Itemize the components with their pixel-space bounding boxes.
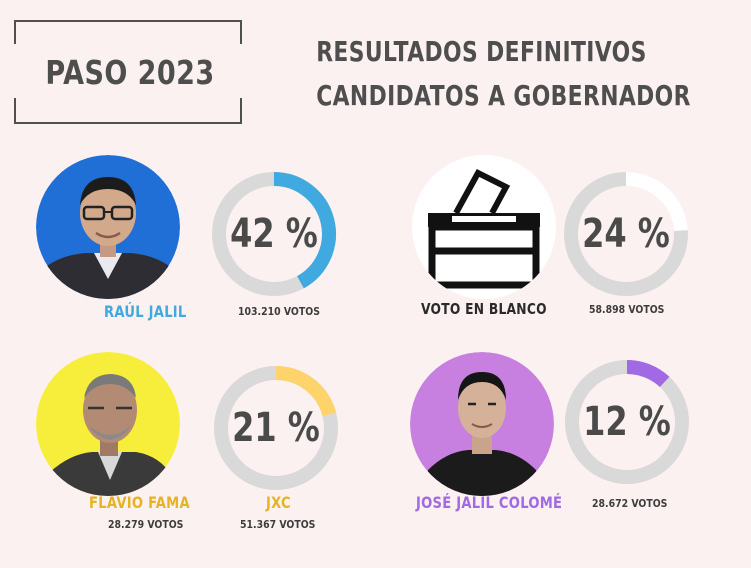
jose-jalil-colome-name: JOSÉ JALIL COLOMÉ [416, 493, 563, 512]
paso-title: PASO 2023 [45, 52, 215, 92]
raul-jalil-photo [36, 155, 180, 299]
jose-jalil-colome-percentage: 12 % [583, 399, 671, 445]
ring-arc-jxc [275, 366, 337, 417]
raul-jalil-percentage: 42 % [230, 211, 318, 257]
ring-arc-jos-jalil-colom- [626, 360, 670, 388]
ballot-photo [412, 155, 556, 299]
jxc-ring: 21 % [212, 364, 340, 492]
ring-arc-voto-en-blanco [625, 172, 688, 232]
flavio-fama-photo [36, 352, 180, 496]
flavio-fama-votes: 28.279 VOTOS [108, 518, 184, 531]
voto-en-blanco-name: VOTO EN BLANCO [421, 300, 547, 318]
raul-jalil-name: RAÚL JALIL [104, 302, 187, 321]
raul-jalil-ring: 42 % [210, 170, 338, 298]
ring-arc-ra-l-jalil [273, 172, 336, 289]
jose-jalil-colome-photo [410, 352, 554, 496]
jose-jalil-colome-ring: 12 % [563, 358, 691, 486]
voto-en-blanco-votes: 58.898 VOTOS [589, 303, 665, 316]
voto-en-blanco-ring: 24 % [562, 170, 690, 298]
jose-jalil-colome-votes: 28.672 VOTOS [592, 497, 668, 510]
paso-badge: PASO 2023 [13, 20, 243, 124]
flavio-fama-name: FLAVIO FAMA [89, 493, 190, 512]
ballot-box-icon [412, 155, 556, 299]
jxc-votes: 51.367 VOTOS [240, 518, 316, 531]
title-line-1: RESULTADOS DEFINITIVOS [316, 35, 647, 68]
voto-en-blanco-percentage: 24 % [582, 211, 670, 257]
jxc-percentage: 21 % [232, 405, 320, 451]
title-line-2: CANDIDATOS A GOBERNADOR [316, 79, 691, 112]
jxc-name: JXC [266, 493, 291, 512]
raul-jalil-votes: 103.210 VOTOS [238, 305, 320, 318]
page-title: RESULTADOS DEFINITIVOS CANDIDATOS A GOBE… [316, 30, 691, 118]
